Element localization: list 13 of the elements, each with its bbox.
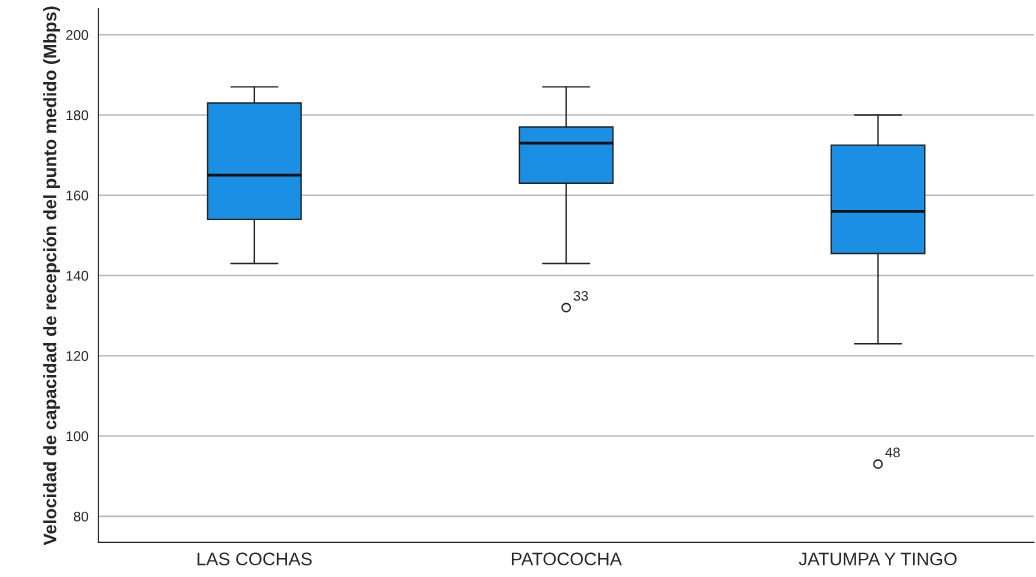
annotation: 33 <box>573 290 588 301</box>
y-tick-label: 180 <box>66 110 89 121</box>
y-tick-label: 200 <box>66 30 89 40</box>
y-tick-label: 120 <box>66 351 89 361</box>
y-tick-label: 80 <box>73 511 89 522</box>
annotation: 48 <box>885 447 900 458</box>
y-axis-title: Velocidad de capacidad de recepción del punto medido (Mbps) <box>42 6 60 546</box>
y-tick-label: 140 <box>66 270 89 281</box>
y-tick-label: 100 <box>66 431 89 442</box>
x-tick-label: JATUMPA Y TINGO <box>798 552 957 566</box>
y-tick-label: 160 <box>66 190 89 201</box>
x-tick-label: PATOCOCHA <box>511 552 622 566</box>
x-tick-label: LAS COCHAS <box>197 552 312 566</box>
